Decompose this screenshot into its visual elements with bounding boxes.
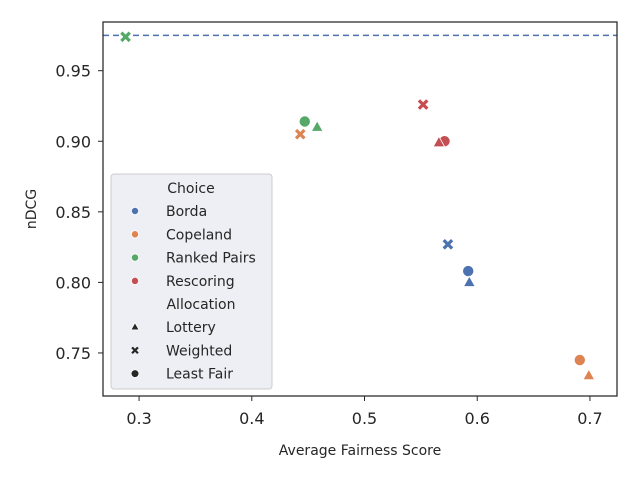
legend-label: Copeland [166, 227, 232, 243]
legend-label: Borda [166, 204, 207, 220]
legend-allocation-title: Allocation [166, 297, 235, 313]
point-ranked-pairs-lottery [310, 120, 324, 132]
legend-label: Weighted [166, 343, 232, 359]
legend-marker-ranked-pairs [130, 253, 140, 262]
point-copeland-lottery [582, 368, 596, 381]
x-tick-label: 0.6 [465, 409, 490, 428]
legend-label: Least Fair [166, 367, 233, 383]
y-tick-label: 0.85 [55, 203, 91, 222]
legend-label: Rescoring [166, 274, 235, 290]
legend-label: Ranked Pairs [166, 251, 256, 267]
point-rescoring-weighted [417, 99, 429, 110]
legend-marker-copeland [130, 230, 140, 239]
x-tick-label: 0.4 [239, 409, 264, 428]
point-borda-least-fair [462, 265, 475, 278]
y-tick-label: 0.75 [55, 344, 91, 363]
legend-choice-title: Choice [167, 181, 214, 197]
point-borda-lottery [462, 275, 476, 287]
legend-marker-weighted [131, 346, 139, 355]
legend-box [110, 173, 273, 390]
legend-label: Lottery [166, 320, 216, 336]
y-axis-ticks: 0.75 0.80 0.85 0.90 0.95 [55, 62, 103, 363]
point-ranked-pairs-weighted [120, 31, 131, 43]
legend-marker-lottery [130, 321, 140, 331]
plot-frame [102, 21, 618, 397]
x-tick-label: 0.3 [126, 409, 151, 428]
y-axis-label: nDCG [24, 189, 40, 229]
y-tick-label: 0.90 [55, 132, 91, 151]
point-copeland-weighted [294, 128, 306, 140]
legend-marker-least-fair [130, 369, 140, 378]
legend-marker-rescoring [130, 276, 140, 285]
legend: Choice Borda Copeland Ranked Pairs Rescorin… [110, 173, 273, 390]
x-tick-label: 0.5 [352, 409, 377, 428]
y-tick-label: 0.95 [55, 62, 91, 81]
x-axis-label: Average Fairness Score [279, 443, 441, 459]
x-tick-label: 0.7 [577, 409, 602, 428]
x-axis-ticks: 0.3 0.4 0.5 0.6 0.7 [126, 396, 603, 428]
data-points [120, 31, 596, 381]
y-tick-label: 0.80 [55, 273, 91, 292]
legend-marker-borda [130, 206, 140, 216]
point-copeland-least-fair [573, 354, 586, 367]
point-rescoring-lottery [432, 135, 446, 148]
point-ranked-pairs-least-fair [298, 115, 311, 128]
point-borda-weighted [442, 238, 454, 250]
